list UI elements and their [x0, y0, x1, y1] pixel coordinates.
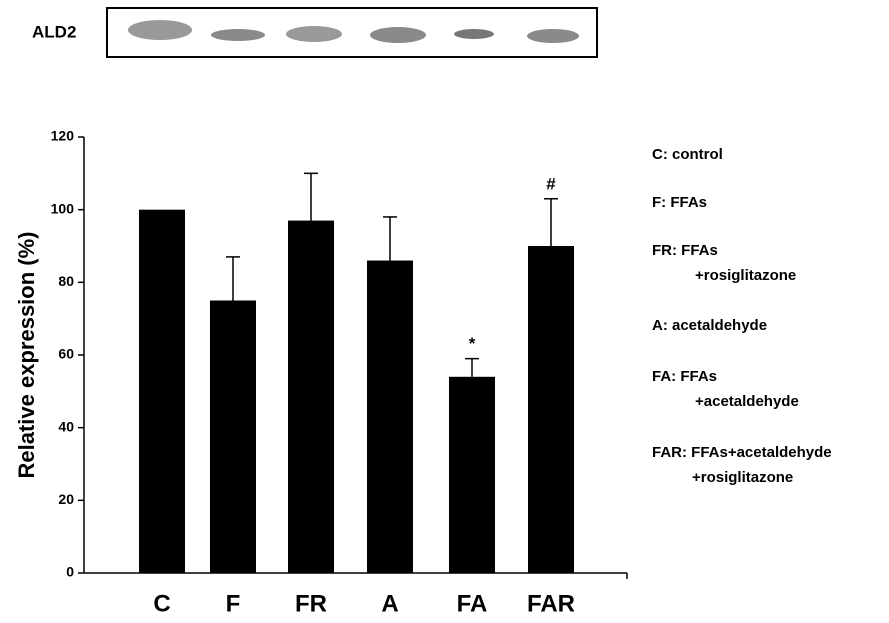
x-tick-label: FAR — [527, 590, 575, 617]
bar-annotation: # — [546, 174, 556, 193]
x-tick-label: A — [381, 590, 398, 617]
bar — [449, 377, 495, 573]
x-tick-label: C — [153, 590, 170, 617]
legend-note: F: FFAs — [652, 194, 707, 211]
legend-note: FA: FFAs — [652, 368, 717, 385]
x-tick-label: FR — [295, 590, 327, 617]
y-tick-label: 0 — [66, 564, 74, 580]
y-tick-label: 120 — [51, 128, 75, 144]
figure: ALD2 Relative expression (%) 0 20 40 60 80 10… — [0, 0, 889, 623]
legend-note: FAR: FFAs+acetaldehyde — [652, 444, 832, 461]
legend-note: +rosiglitazone — [695, 267, 796, 284]
bar — [288, 221, 334, 573]
y-tick-label: 40 — [58, 418, 74, 434]
legend-note: C: control — [652, 146, 723, 163]
y-axis-label: Relative expression (%) — [14, 232, 39, 479]
x-tick-label: F — [226, 590, 241, 617]
y-tick-label: 20 — [58, 491, 74, 507]
bar — [139, 210, 185, 573]
legend-note: FR: FFAs — [652, 242, 718, 259]
y-tick-label: 60 — [58, 346, 74, 362]
bar — [367, 261, 413, 573]
blot-label: ALD2 — [32, 22, 76, 41]
legend-note: A: acetaldehyde — [652, 317, 767, 334]
legend-note: +rosiglitazone — [692, 469, 793, 486]
bar-annotation: * — [469, 334, 476, 353]
legend-note: +acetaldehyde — [695, 393, 799, 410]
y-tick-label: 80 — [58, 273, 74, 289]
bar — [210, 301, 256, 574]
x-tick-label: FA — [457, 590, 488, 617]
bar — [528, 246, 574, 573]
y-tick-label: 100 — [51, 200, 75, 216]
